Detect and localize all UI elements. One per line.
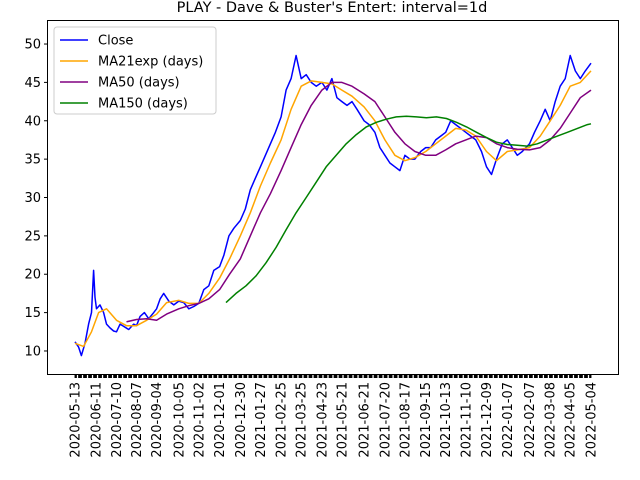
x-tick-label-10: 2021-02-25: [275, 382, 290, 458]
x-tick-label-16: 2021-08-17: [398, 382, 413, 458]
y-tick-label-6: 40: [24, 114, 41, 129]
legend-label-2: MA50 (days): [98, 76, 180, 91]
x-axis: 2020-05-13 2020-06-11 2020-07-10 2020-08-07…: [69, 374, 600, 458]
x-tick-label-20: 2021-12-09: [480, 382, 495, 458]
y-tick-label-4: 30: [24, 191, 41, 206]
series-line-1: [74, 70, 592, 348]
x-tick-label-22: 2022-02-07: [523, 382, 538, 458]
x-tick-label-4: 2020-09-04: [150, 382, 165, 458]
x-tick-marks: [74, 374, 592, 378]
y-tick-label-8: 50: [24, 38, 41, 53]
x-tick-label-12: 2021-04-23: [315, 382, 330, 458]
x-tick-label-24: 2022-04-05: [564, 382, 579, 458]
legend-label-0: Close: [98, 34, 133, 49]
series-line-0: [74, 54, 592, 357]
y-axis: 10 15 20 25 30 35 40 45 50: [24, 38, 48, 359]
x-tick-label-19: 2021-11-10: [459, 382, 474, 458]
legend-label-3: MA150 (days): [98, 97, 188, 112]
x-tick-label-15: 2021-07-20: [378, 382, 393, 458]
x-tick-label-23: 2022-03-08: [544, 382, 559, 458]
y-tick-label-5: 35: [24, 153, 41, 168]
x-tick-label-18: 2021-10-13: [439, 382, 454, 458]
x-tick-label-17: 2021-09-15: [419, 382, 434, 458]
y-tick-label-3: 25: [24, 229, 41, 244]
x-tick-label-13: 2021-05-21: [335, 382, 350, 458]
x-tick-label-14: 2021-06-21: [358, 382, 373, 458]
x-tick-label-5: 2020-10-05: [172, 382, 187, 458]
y-tick-label-1: 15: [24, 306, 41, 321]
series-line-2: [126, 81, 592, 323]
x-tick-label-3: 2020-08-07: [130, 382, 145, 458]
y-tick-label-2: 20: [24, 268, 41, 283]
x-tick-label-8: 2020-12-30: [234, 382, 249, 458]
x-tick-label-2: 2020-07-10: [110, 382, 125, 458]
y-tick-label-7: 45: [24, 76, 41, 91]
x-tick-label-6: 2020-11-02: [192, 382, 207, 458]
x-tick-label-7: 2020-12-01: [213, 382, 228, 458]
x-tick-label-11: 2021-03-25: [295, 382, 310, 458]
x-tick-label-1: 2020-06-11: [89, 382, 104, 458]
x-tick-label-0: 2020-05-13: [69, 382, 84, 458]
legend-label-1: MA21exp (days): [98, 55, 203, 70]
y-tick-label-0: 10: [24, 344, 41, 359]
legend-box: [53, 26, 217, 115]
x-tick-label-21: 2022-01-07: [501, 382, 516, 458]
legend: Close MA21exp (days) MA50 (days) MA150 (day…: [53, 26, 217, 115]
series-line-3: [225, 115, 592, 304]
x-tick-label-9: 2021-01-27: [254, 382, 269, 458]
chart-title: PLAY - Dave & Buster's Entert: interval=…: [177, 0, 488, 16]
series-layer: [74, 54, 592, 357]
x-tick-label-25: 2022-05-04: [585, 382, 600, 458]
